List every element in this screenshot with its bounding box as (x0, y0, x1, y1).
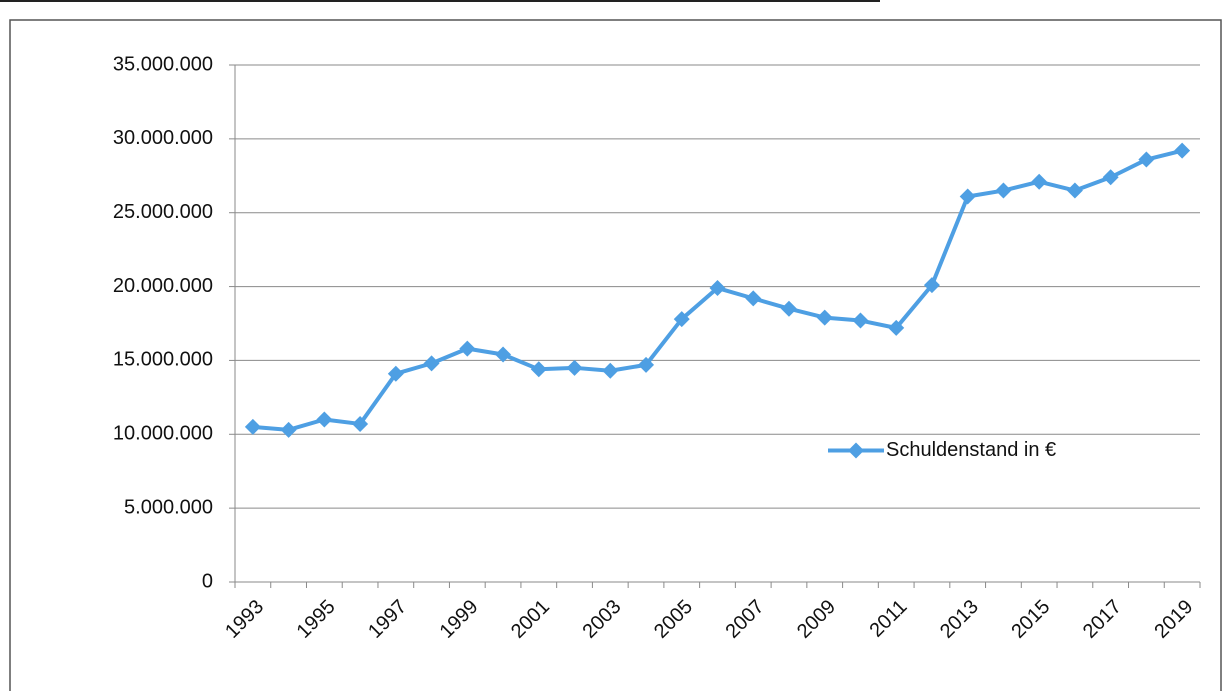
marker (530, 361, 547, 378)
chart-frame (9, 19, 1222, 691)
marker (638, 356, 655, 373)
marker (745, 290, 762, 307)
x-tick-label: 2011 (866, 596, 912, 642)
x-tick-label: 1995 (293, 596, 340, 643)
marker (673, 311, 690, 328)
marker (423, 355, 440, 372)
x-tick-label: 1997 (364, 596, 411, 643)
marker (1174, 142, 1191, 159)
y-tick-label: 10.000.000 (113, 423, 213, 445)
x-tick-label: 2003 (579, 596, 626, 643)
marker (780, 300, 797, 317)
y-tick-label: 20.000.000 (113, 275, 213, 297)
marker (1138, 151, 1155, 168)
marker (848, 442, 864, 459)
x-tick-label: 2017 (1079, 596, 1126, 643)
x-tick-label: 1993 (221, 596, 268, 643)
marker (959, 188, 976, 205)
marker (459, 340, 476, 357)
x-tick-label: 2013 (936, 596, 983, 643)
marker (566, 359, 583, 376)
marker (816, 309, 833, 326)
marker (1066, 182, 1083, 199)
marker (1031, 173, 1048, 190)
marker (852, 312, 869, 329)
x-tick-label: 1999 (436, 596, 483, 643)
marker (888, 319, 905, 336)
y-tick-label: 25.000.000 (113, 201, 213, 223)
marker (387, 365, 404, 382)
marker (602, 362, 619, 379)
x-tick-label: 2005 (650, 596, 697, 643)
x-tick-label: 2001 (507, 596, 554, 643)
x-tick-label: 2007 (721, 596, 768, 643)
marker (923, 277, 940, 294)
y-tick-label: 35.000.000 (113, 53, 213, 75)
marker (316, 411, 333, 428)
marker (995, 182, 1012, 199)
legend-label: Schuldenstand in € (886, 439, 1056, 461)
marker (495, 346, 512, 363)
marker (1102, 169, 1119, 186)
y-tick-label: 15.000.000 (113, 349, 213, 371)
marker (352, 415, 369, 432)
y-tick-label: 0 (202, 570, 213, 592)
marker (280, 421, 297, 438)
x-tick-label: 2019 (1150, 596, 1197, 643)
y-tick-label: 30.000.000 (113, 127, 213, 149)
y-tick-label: 5.000.000 (124, 496, 213, 518)
x-tick-label: 2015 (1007, 596, 1054, 643)
x-tick-label: 2009 (793, 596, 840, 643)
marker (244, 418, 261, 435)
marker (709, 280, 726, 297)
